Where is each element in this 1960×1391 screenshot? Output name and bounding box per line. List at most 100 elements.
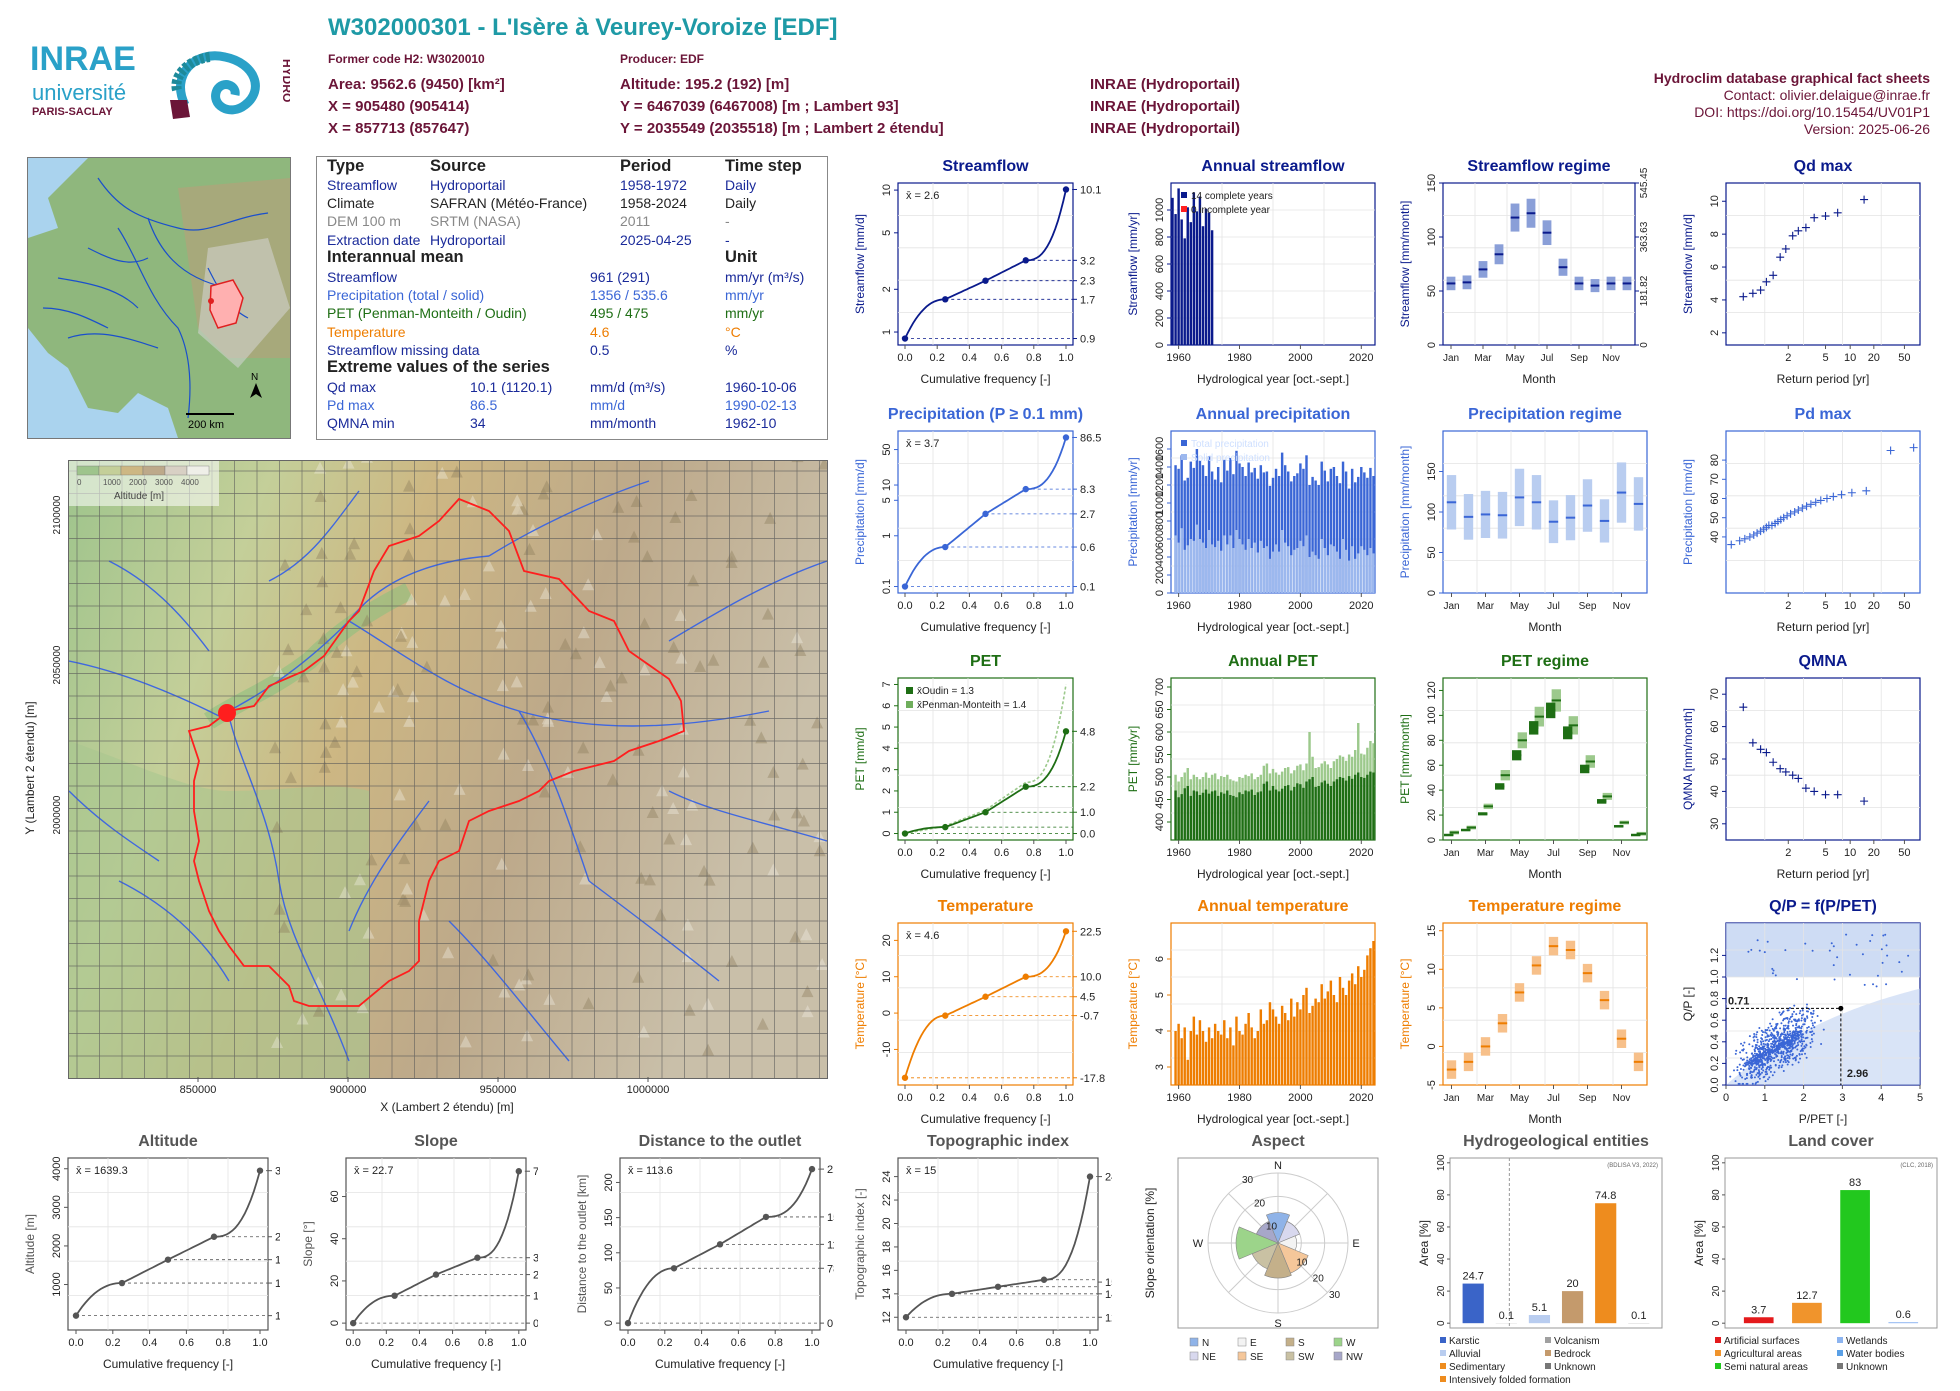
right-tick-label: 0 [533,1318,538,1330]
x-tick-label: May [1510,848,1529,859]
y-tick-label: -5 [1426,1080,1438,1090]
info-header: Type [327,157,364,175]
info-cell: mm/yr [725,286,764,304]
qp-point [1886,944,1888,946]
chart-title: Annual precipitation [1196,406,1351,423]
solid-precip-bar [1327,555,1329,593]
qp-point [1773,1060,1775,1062]
category-bar [1840,1190,1870,1323]
solid-precip-bar [1275,544,1277,593]
legend-label: Agricultural areas [1724,1349,1802,1360]
qp-point [1729,1076,1731,1078]
solid-precip-bar [1229,535,1231,593]
qp-point [1790,1042,1792,1044]
y-tick-label: 2 [881,788,893,794]
qp-point [1798,1037,1800,1039]
oudin-pet-bar [1238,792,1240,840]
annual-bar [1193,1017,1195,1085]
x-tick-label: 3 [1839,1092,1845,1104]
compass-label: W [1193,1238,1204,1250]
qp-point [1804,1046,1806,1048]
solid-precip-bar [1266,546,1268,593]
info-cell: mm/d [590,396,625,414]
qp-point [1806,1030,1808,1032]
oudin-pet-bar [1241,794,1243,840]
y-tick-label: 0.2 [1709,1056,1721,1071]
qp-point [1793,1036,1795,1038]
cdf-point [982,809,988,815]
y-tick-label: 8 [1709,231,1721,237]
cdf-point [942,1012,948,1018]
x-tick-label: 0.4 [694,1337,709,1349]
qp-point [1800,1019,1802,1021]
x-axis-label: Month [1528,1112,1561,1126]
solid-precip-bar [1351,546,1353,593]
oudin-pet-bar [1333,782,1335,841]
map-relief [791,461,803,462]
x-tick-label: 0.0 [898,1337,913,1349]
qp-point [1782,1039,1784,1041]
x-tick-label: 2 [1801,1092,1807,1104]
annual-bar [1287,1020,1289,1085]
annual-bar [1244,1024,1246,1085]
annual-bar [1290,999,1292,1085]
annual-bar [1226,1038,1228,1085]
legend-swatch [1440,1376,1446,1382]
solid-precip-bar [1324,548,1326,593]
chart-title: Land cover [1788,1133,1873,1150]
y-tick-label: 5 [881,724,893,730]
qp-point [1806,1003,1808,1005]
qp-point [1811,1038,1813,1040]
annual-bar [1241,1035,1243,1085]
qp-point [1808,1026,1810,1028]
cdf-point [516,1168,522,1174]
qp-point [1800,1027,1802,1029]
x-tick-label: Sep [1570,353,1588,364]
y-tick-label: 16 [881,1264,893,1276]
oudin-pet-bar [1366,775,1368,840]
legend-label: NE [1202,1352,1216,1363]
qp-point [1773,1030,1775,1032]
chart-title: Annual temperature [1197,898,1348,915]
qp-point [1755,1074,1757,1076]
x-tick-label: 0.0 [897,1092,912,1104]
qp-point [1740,1043,1742,1045]
qp-point [1757,939,1759,941]
qp-point [1753,1033,1755,1035]
y-tick-label: 4 [1709,297,1721,303]
x-tick-label: 1.0 [1058,352,1073,364]
annual-bar [1199,197,1201,346]
oudin-pet-bar [1275,790,1277,840]
annual-bar [1199,1020,1201,1085]
solid-precip-bar [1311,552,1313,593]
cdf-point [902,1075,908,1081]
qp-point [1795,1059,1797,1061]
y-tick-label: 700 [1154,678,1166,696]
qp-point [1806,1057,1808,1059]
annual-bar [1263,1024,1265,1085]
x-tick-label: Mar [1477,848,1495,859]
qp-point [1786,1027,1788,1029]
overview-scale: 200 km [188,419,224,431]
qp-point [1764,951,1766,953]
x-tick-label: 0.8 [216,1337,231,1349]
category-bar [1529,1315,1550,1323]
x-tick-label: 1960 [1166,847,1190,859]
qp-point [1772,972,1774,974]
solid-precip-bar [1302,546,1304,593]
right-tick-label: 2.7 [1080,509,1095,521]
qp-point [1862,953,1864,955]
oudin-pet-bar [1217,796,1219,840]
y-tick-label: 650 [1154,700,1166,718]
annual-bar [1220,1035,1222,1085]
y-axis-label: Streamflow [mm/d] [1681,214,1695,314]
y-tick-label: 80 [1426,734,1438,746]
qp-point [1810,1027,1812,1029]
chart-title: Precipitation regime [1468,406,1622,423]
annot-point [1838,1006,1843,1011]
y-axis-label: Altitude [m] [23,1214,37,1274]
